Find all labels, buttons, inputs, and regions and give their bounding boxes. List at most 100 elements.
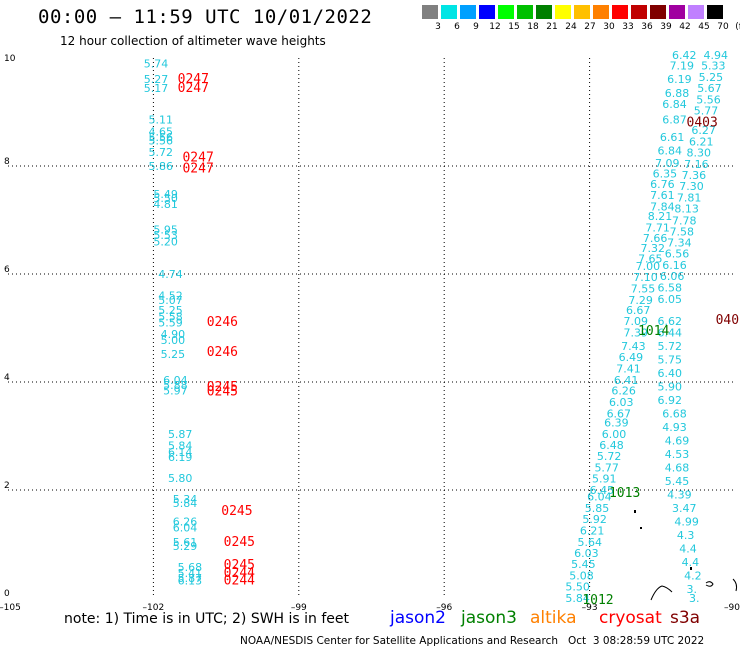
legend-swatch bbox=[707, 5, 723, 19]
legend-swatch bbox=[555, 5, 571, 19]
swh-value: 5.77 bbox=[594, 461, 619, 474]
pass-time-label: 0403 bbox=[687, 116, 718, 131]
swh-value: 6.84 bbox=[657, 144, 682, 157]
swh-value: 5.58 bbox=[158, 311, 183, 324]
swh-value: 7.34 bbox=[667, 237, 692, 250]
swh-value: 6.21 bbox=[580, 525, 605, 538]
swh-value: 6.56 bbox=[665, 247, 690, 260]
swh-value: 6.62 bbox=[657, 315, 682, 328]
pass-time-label: 0246 bbox=[207, 345, 238, 360]
swh-value: 7.71 bbox=[645, 222, 670, 235]
legend-label: 27 bbox=[584, 22, 596, 32]
swh-value: 8.21 bbox=[648, 210, 673, 223]
swh-value: 4.90 bbox=[161, 328, 186, 341]
swh-value: 6.40 bbox=[657, 367, 682, 380]
swh-value: 4.99 bbox=[674, 515, 699, 528]
chart-title: 00:00 – 11:59 UTC 10/01/2022 bbox=[38, 6, 373, 28]
swh-value: 5.72 bbox=[597, 450, 622, 463]
swh-value: 5.07 bbox=[158, 294, 183, 307]
y-tick-label: 4 bbox=[4, 373, 10, 383]
swh-value: 7.09 bbox=[624, 315, 649, 328]
swh-value: 6.67 bbox=[626, 304, 651, 317]
x-tick-label: –99 bbox=[291, 603, 307, 613]
swh-value: 7.66 bbox=[643, 232, 668, 245]
swh-value: 5.84 bbox=[168, 440, 193, 453]
swh-value: 4.4 bbox=[679, 542, 697, 555]
swh-value: 5.50 bbox=[153, 192, 178, 205]
swh-value: 5.72 bbox=[657, 340, 682, 353]
swh-value: 6.92 bbox=[657, 394, 682, 407]
swh-value: 5.77 bbox=[694, 104, 719, 117]
legend-label: 24 bbox=[565, 22, 577, 32]
swh-value: 7.09 bbox=[655, 157, 680, 170]
legend-label: 42 bbox=[679, 22, 691, 32]
swh-value: 7.39 bbox=[624, 326, 649, 339]
legend-label: 6 bbox=[454, 22, 460, 32]
y-tick-label: 8 bbox=[4, 157, 10, 167]
swh-value: 6.05 bbox=[657, 293, 682, 306]
legend-label: 45 bbox=[698, 22, 710, 32]
swh-value: 5.59 bbox=[158, 317, 183, 330]
swh-value: 7.19 bbox=[670, 60, 695, 73]
pass-time-label: 0247 bbox=[182, 150, 213, 165]
pass-time-label: 1012 bbox=[582, 593, 613, 608]
x-tick-label: –96 bbox=[436, 603, 452, 613]
swh-value: 7.43 bbox=[621, 340, 646, 353]
satellite-jason2: jason2 bbox=[390, 608, 446, 628]
swh-value: 5.11 bbox=[149, 114, 174, 127]
swh-value: 6.58 bbox=[657, 282, 682, 295]
swh-value: 5.56 bbox=[149, 131, 174, 144]
swh-value: 6.67 bbox=[607, 407, 632, 420]
swh-value: 3. bbox=[689, 592, 700, 605]
satellite-altika: altika bbox=[530, 608, 577, 628]
swh-value: 5.92 bbox=[582, 513, 607, 526]
legend-swatch bbox=[517, 5, 533, 19]
pass-time-label: 0246 bbox=[207, 315, 238, 330]
swh-value: 5.50 bbox=[565, 581, 590, 594]
swh-value: 5.84 bbox=[173, 497, 198, 510]
swh-value: 6.68 bbox=[662, 407, 687, 420]
swh-value: 7.30 bbox=[679, 180, 704, 193]
swh-value: 5.80 bbox=[168, 472, 193, 485]
pass-time-label: 0245 bbox=[207, 385, 238, 400]
footnote: note: 1) Time is in UTC; 2) SWH is in fe… bbox=[64, 611, 350, 627]
legend-label: 9 bbox=[473, 22, 479, 32]
swh-value: 6.19 bbox=[168, 451, 193, 464]
swh-values: 5.745.275.175.114.655.565.565.725.865.49… bbox=[144, 49, 728, 605]
legend-label: 18 bbox=[527, 22, 539, 32]
swh-value: 5.90 bbox=[657, 380, 682, 393]
legend-label: 30 bbox=[603, 22, 615, 32]
chart-subtitle: 12 hour collection of altimeter wave hei… bbox=[60, 34, 326, 48]
swh-value: 6.03 bbox=[609, 396, 634, 409]
swh-value: 4.68 bbox=[665, 461, 690, 474]
swh-value: 5.45 bbox=[571, 558, 596, 571]
legend-swatch bbox=[574, 5, 590, 19]
swh-value: 5.56 bbox=[696, 94, 721, 107]
swh-value: 5.64 bbox=[577, 536, 602, 549]
legend-swatch bbox=[498, 5, 514, 19]
swh-value: 5.91 bbox=[592, 473, 617, 486]
x-tick-label: –90 bbox=[724, 603, 740, 613]
swh-value: 6.04 bbox=[587, 490, 612, 503]
legend-swatch bbox=[479, 5, 495, 19]
legend-label: 3 bbox=[435, 22, 441, 32]
coastline bbox=[634, 510, 738, 601]
swh-value: 5.33 bbox=[701, 60, 726, 73]
swh-value: 6.41 bbox=[614, 374, 639, 387]
legend-label: 12 bbox=[489, 22, 501, 32]
swh-value: 5.74 bbox=[144, 57, 169, 70]
swh-value: 5.86 bbox=[149, 160, 174, 173]
swh-value: 5.20 bbox=[153, 236, 178, 249]
swh-value: 7.41 bbox=[616, 363, 641, 376]
swh-value: 7.84 bbox=[650, 201, 675, 214]
swh-value: 3. bbox=[687, 583, 698, 596]
swh-value: 5.34 bbox=[173, 493, 198, 506]
swh-value: 5.95 bbox=[153, 224, 178, 237]
swh-value: 6.19 bbox=[667, 73, 692, 86]
swh-value: 6.44 bbox=[657, 326, 682, 339]
legend-swatch bbox=[460, 5, 476, 19]
swh-value: 6.04 bbox=[163, 374, 188, 387]
swh-value: 4.74 bbox=[158, 268, 183, 281]
swh-value: 5.17 bbox=[144, 82, 169, 95]
swh-value: 7.36 bbox=[682, 169, 707, 182]
